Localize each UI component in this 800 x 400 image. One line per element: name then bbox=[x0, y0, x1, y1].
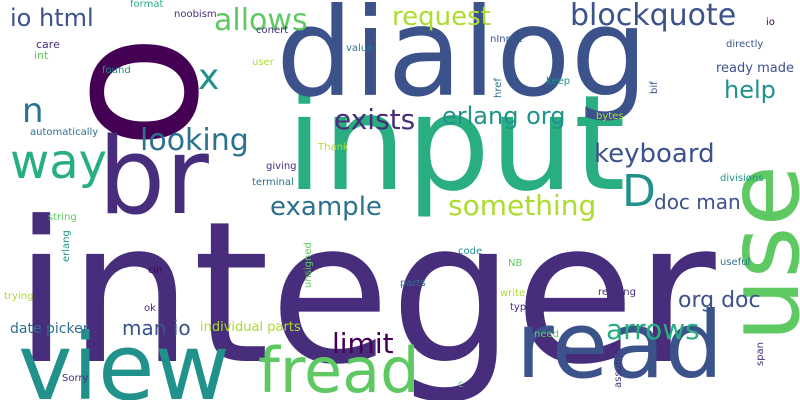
word-ok: ok bbox=[144, 303, 156, 314]
word-n: n bbox=[22, 91, 44, 131]
word-man-io: man io bbox=[122, 316, 191, 340]
word-x: x bbox=[198, 57, 220, 98]
word-date-picker: date picker bbox=[10, 321, 89, 337]
word-allows: allows bbox=[214, 3, 308, 38]
word-automatically: automatically bbox=[30, 127, 99, 138]
word-example: example bbox=[270, 192, 382, 222]
word-divisions: divisions bbox=[720, 173, 764, 184]
word-individual-parts: individual parts bbox=[200, 320, 301, 335]
word-string: string bbox=[48, 212, 77, 223]
word-limit: limit bbox=[332, 327, 394, 360]
word-blockquote: blockquote bbox=[570, 0, 737, 33]
word-care: care bbox=[36, 38, 60, 51]
word-type: type bbox=[510, 302, 533, 313]
word-erlang-org: erlang org bbox=[442, 102, 566, 130]
word-dialog: dialog bbox=[276, 0, 649, 124]
word-org-doc: org doc bbox=[678, 288, 761, 313]
word-help: help bbox=[724, 76, 776, 104]
word-value: value bbox=[346, 43, 374, 54]
word-bif: bif bbox=[649, 81, 660, 94]
word-ninput: nInput bbox=[490, 34, 523, 45]
word-fread: fread bbox=[258, 334, 420, 400]
word-giving: giving bbox=[266, 161, 297, 172]
word-need: need bbox=[534, 329, 559, 340]
word-code: code bbox=[458, 246, 483, 257]
word-ready-made: ready made bbox=[716, 61, 794, 76]
word-user: user bbox=[252, 57, 274, 68]
word-d: D bbox=[622, 166, 656, 217]
word-erlang: erlang bbox=[61, 230, 72, 262]
word-request: request bbox=[392, 2, 491, 32]
word-keyboard: keyboard bbox=[594, 139, 715, 169]
word-input: input bbox=[286, 67, 626, 221]
word-view: view bbox=[18, 314, 230, 400]
word-parts: parts bbox=[400, 278, 426, 289]
word-trying: trying bbox=[4, 291, 34, 302]
word-assume: assume bbox=[613, 349, 624, 388]
word-reading: reading bbox=[598, 287, 636, 298]
word-read: read bbox=[516, 292, 724, 399]
word-cin: cin bbox=[148, 265, 163, 276]
word-c: c bbox=[458, 379, 464, 390]
word-write: write bbox=[500, 288, 526, 299]
word-sorry: Sorry bbox=[62, 373, 89, 384]
word-br: br bbox=[98, 115, 209, 238]
word-looking: looking bbox=[140, 123, 249, 158]
word-integer: integer bbox=[14, 180, 716, 400]
word-arrows: arrows bbox=[606, 313, 700, 346]
word-way: way bbox=[10, 134, 108, 190]
word-noobism: noobism bbox=[174, 9, 217, 20]
word-something: something bbox=[448, 189, 597, 222]
word-span: span bbox=[755, 341, 766, 366]
word-io: io bbox=[766, 17, 775, 28]
word-terminal: terminal bbox=[252, 177, 294, 188]
word-format: format bbox=[130, 0, 164, 10]
word-io-html: io html bbox=[10, 4, 94, 32]
word-conert: conert bbox=[256, 25, 289, 36]
word-useful: useful bbox=[720, 257, 751, 268]
word-directly: directly bbox=[726, 39, 764, 50]
word-nb: NB bbox=[508, 258, 523, 269]
word-exists: exists bbox=[334, 103, 416, 136]
word-unsigned: unsigned bbox=[303, 242, 314, 288]
word-found: found bbox=[102, 65, 131, 76]
word-doc-man: doc man bbox=[654, 190, 741, 214]
word-bytes: bytes bbox=[596, 111, 624, 122]
word-href: href bbox=[493, 78, 504, 98]
word-thank: Thank bbox=[318, 142, 349, 153]
word-keep: keep bbox=[546, 76, 571, 87]
word-int: int bbox=[34, 49, 49, 62]
